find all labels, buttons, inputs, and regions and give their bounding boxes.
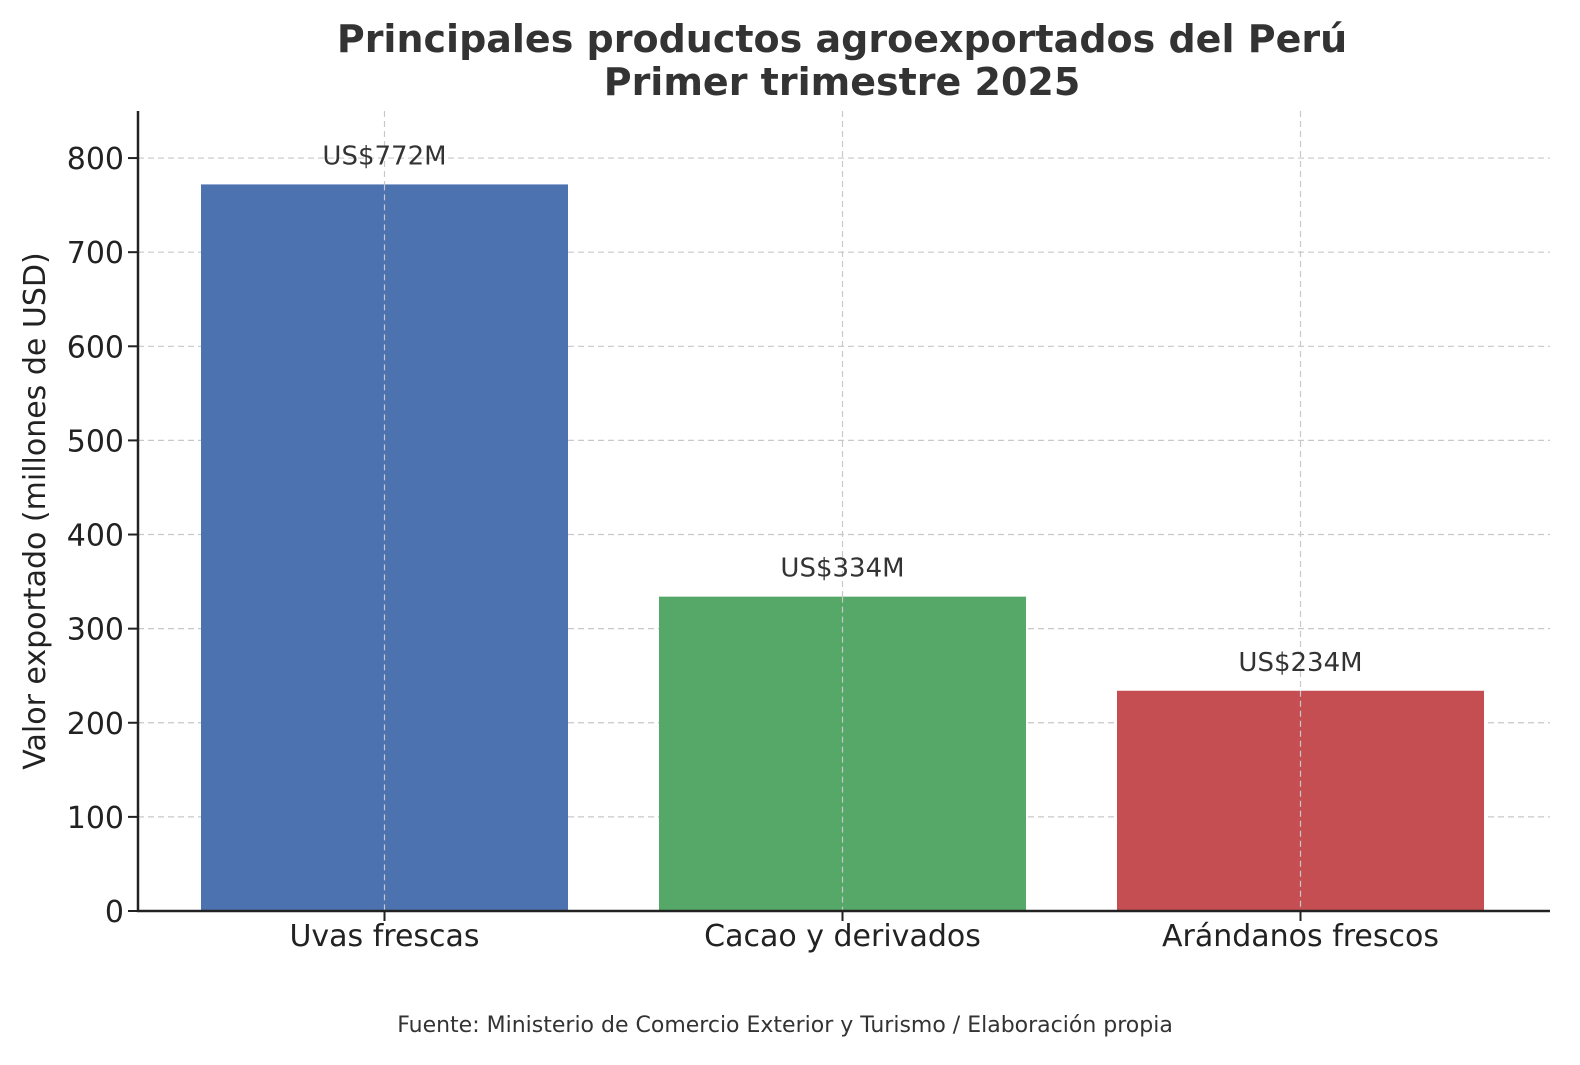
y-tick-label: 600 xyxy=(67,330,124,365)
source-note: Fuente: Ministerio de Comercio Exterior … xyxy=(397,1013,1173,1038)
chart-subtitle: Primer trimestre 2025 xyxy=(604,60,1081,104)
x-tick-label: Cacao y derivados xyxy=(704,919,981,954)
y-tick-label: 500 xyxy=(67,424,124,459)
y-tick-label: 700 xyxy=(67,236,124,271)
x-tick-label: Arándanos frescos xyxy=(1162,919,1439,954)
y-tick-label: 800 xyxy=(67,142,124,177)
chart-title: Principales productos agroexportados del… xyxy=(337,17,1347,61)
y-tick-label: 0 xyxy=(105,895,124,930)
y-tick-label: 100 xyxy=(67,801,124,836)
y-tick-label: 300 xyxy=(67,613,124,648)
y-axis-label: Valor exportado (millones de USD) xyxy=(18,252,53,769)
bars xyxy=(201,184,1484,912)
x-tick-label: Uvas frescas xyxy=(289,919,479,954)
bar-value-label: US$772M xyxy=(322,141,446,171)
y-tick-label: 400 xyxy=(67,519,124,554)
x-axis-ticks: Uvas frescas Cacao y derivados Arándanos f… xyxy=(289,911,1439,954)
y-tick-label: 200 xyxy=(67,707,124,742)
bar-value-label: US$234M xyxy=(1238,648,1362,678)
bar xyxy=(659,596,1026,911)
bar-value-label: US$334M xyxy=(780,554,904,584)
y-axis-ticks: 0 100 200 300 400 500 600 700 800 xyxy=(67,142,138,930)
data-labels: US$772M US$334M US$234M xyxy=(322,141,1362,677)
